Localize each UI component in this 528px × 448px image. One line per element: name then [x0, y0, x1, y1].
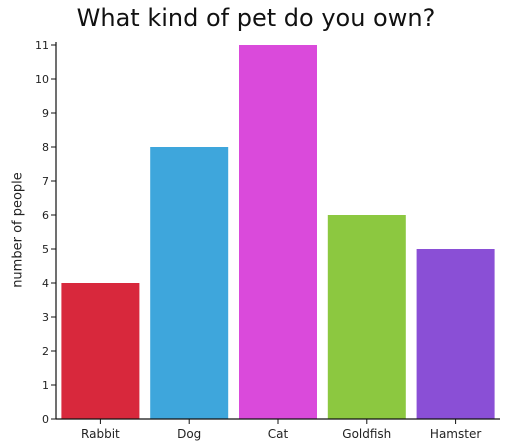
bars-group: [61, 45, 495, 419]
x-tick-label: Hamster: [430, 427, 481, 441]
y-tick-label: 7: [42, 175, 49, 188]
bar-cat: [239, 45, 317, 419]
y-tick-label: 8: [42, 141, 49, 154]
x-tick-label: Goldfish: [342, 427, 391, 441]
x-tick-label: Cat: [268, 427, 289, 441]
bar-hamster: [416, 249, 495, 419]
y-tick-label: 1: [42, 379, 49, 392]
y-tick-label: 0: [42, 413, 49, 426]
x-tick-label: Rabbit: [81, 427, 120, 441]
y-tick-label: 9: [42, 107, 49, 120]
bar-goldfish: [327, 215, 406, 419]
chart-title: What kind of pet do you own?: [76, 4, 436, 32]
y-tick-label: 3: [42, 311, 49, 324]
x-axis-ticks: Rabbit Dog Cat Goldfish Hamster: [81, 419, 481, 441]
bar-rabbit: [61, 283, 140, 419]
x-tick-label: Dog: [177, 427, 201, 441]
y-tick-label: 11: [35, 39, 49, 52]
y-tick-label: 2: [42, 345, 49, 358]
y-axis-ticks: 0 1 2 3 4 5 6 7 8 9 10 11: [35, 39, 56, 426]
y-tick-label: 6: [42, 209, 49, 222]
y-tick-label: 4: [42, 277, 49, 290]
bar-dog: [150, 147, 229, 419]
y-tick-label: 5: [42, 243, 49, 256]
y-tick-label: 10: [35, 73, 49, 86]
